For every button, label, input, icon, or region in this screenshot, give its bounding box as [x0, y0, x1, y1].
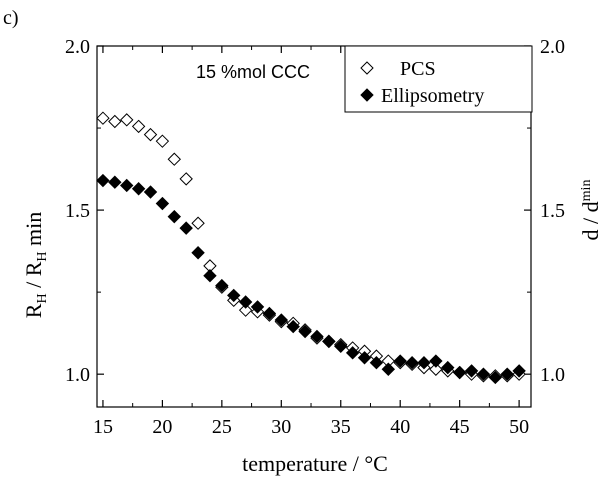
ellipsometry-point — [167, 209, 181, 224]
ellipsometry-point — [179, 221, 193, 235]
x-tick-label: 20 — [152, 416, 172, 438]
ellipsometry-point — [131, 182, 146, 196]
legend-ellipsometry-label: Ellipsometry — [381, 85, 484, 107]
x-tick-label: 25 — [212, 416, 232, 438]
ellipsometry-point — [227, 288, 241, 303]
ellipsometry-series — [96, 173, 526, 385]
x-tick-label: 30 — [271, 416, 291, 438]
legend: PCS Ellipsometry — [344, 45, 533, 113]
y-axis-right-ticks: 1.0 1.5 2.0 — [524, 36, 565, 386]
ellipsometry-point — [203, 269, 217, 283]
ellipsometry-point — [405, 355, 419, 370]
ellipsometry-point — [500, 367, 514, 381]
ellipsometry-point — [96, 173, 110, 188]
ellipsometry-point — [191, 246, 205, 260]
plot-area-border — [96, 45, 532, 408]
pcs-point — [179, 172, 193, 186]
pcs-point — [96, 111, 110, 125]
y-axis-left-ticks: 1.0 1.5 2.0 — [65, 36, 104, 386]
ellipsometry-point — [143, 185, 158, 199]
pcs-point — [143, 127, 158, 142]
pcs-series — [96, 111, 526, 383]
y-tick-label-left: 1.5 — [65, 200, 90, 222]
panel-label: c) — [3, 7, 19, 29]
pcs-point — [108, 114, 122, 129]
pcs-point — [167, 152, 181, 166]
ellipsometry-point — [298, 324, 312, 339]
ellipsometry-point — [262, 306, 277, 321]
ellipsometry-point — [369, 355, 384, 370]
legend-box — [344, 45, 533, 113]
y-tick-label-right: 1.0 — [540, 364, 565, 386]
ellipsometry-point — [345, 346, 360, 360]
ellipsometry-point — [215, 278, 229, 293]
ellipsometry-point — [334, 339, 348, 353]
y-tick-label-right: 2.0 — [540, 36, 565, 58]
ellipsometry-point — [441, 360, 455, 375]
x-tick-label: 15 — [93, 416, 113, 438]
x-tick-label: 35 — [331, 416, 351, 438]
ellipsometry-point — [476, 367, 491, 381]
legend-pcs-marker — [360, 61, 374, 75]
ellipsometry-point — [393, 354, 407, 368]
ellipsometry-point — [108, 175, 122, 189]
ellipsometry-point — [488, 370, 503, 385]
pcs-point — [429, 362, 443, 376]
pcs-point — [131, 119, 146, 134]
x-axis-ticks: 15 20 25 30 35 40 45 50 — [93, 46, 529, 438]
ellipsometry-point — [512, 364, 526, 378]
y-tick-label-right: 1.5 — [540, 200, 565, 222]
ellipsometry-point — [322, 334, 336, 349]
y-tick-label-left: 1.0 — [65, 364, 90, 386]
x-tick-label: 45 — [450, 416, 470, 438]
chart-annotation: 15 %mol CCC — [196, 62, 310, 82]
ellipsometry-point — [381, 362, 396, 376]
x-tick-label: 50 — [509, 416, 529, 438]
legend-ellipsometry-marker — [360, 88, 374, 102]
ellipsometry-point — [274, 313, 289, 327]
legend-pcs-label: PCS — [400, 58, 436, 80]
x-tick-label: 40 — [390, 416, 410, 438]
ellipsometry-point — [155, 196, 170, 211]
y-tick-label-left: 2.0 — [65, 36, 90, 58]
ellipsometry-point — [286, 319, 300, 334]
y-axis-right-label: d / dmin — [578, 180, 603, 241]
ellipsometry-point — [464, 364, 479, 378]
x-axis-label: temperature / °C — [242, 451, 388, 476]
pcs-point — [191, 216, 205, 230]
ellipsometry-point — [310, 329, 324, 344]
pcs-point — [238, 303, 253, 317]
pcs-point — [120, 113, 134, 127]
ellipsometry-point — [238, 295, 253, 309]
ellipsometry-point — [429, 354, 443, 368]
pcs-point — [155, 134, 170, 148]
ellipsometry-point — [452, 365, 467, 380]
ellipsometry-point — [250, 300, 265, 314]
ellipsometry-point — [120, 178, 134, 193]
y-axis-left-label: RH / RH min — [21, 212, 50, 318]
ellipsometry-point — [357, 351, 372, 365]
ellipsometry-point — [417, 355, 431, 370]
plot-frame — [96, 45, 532, 408]
